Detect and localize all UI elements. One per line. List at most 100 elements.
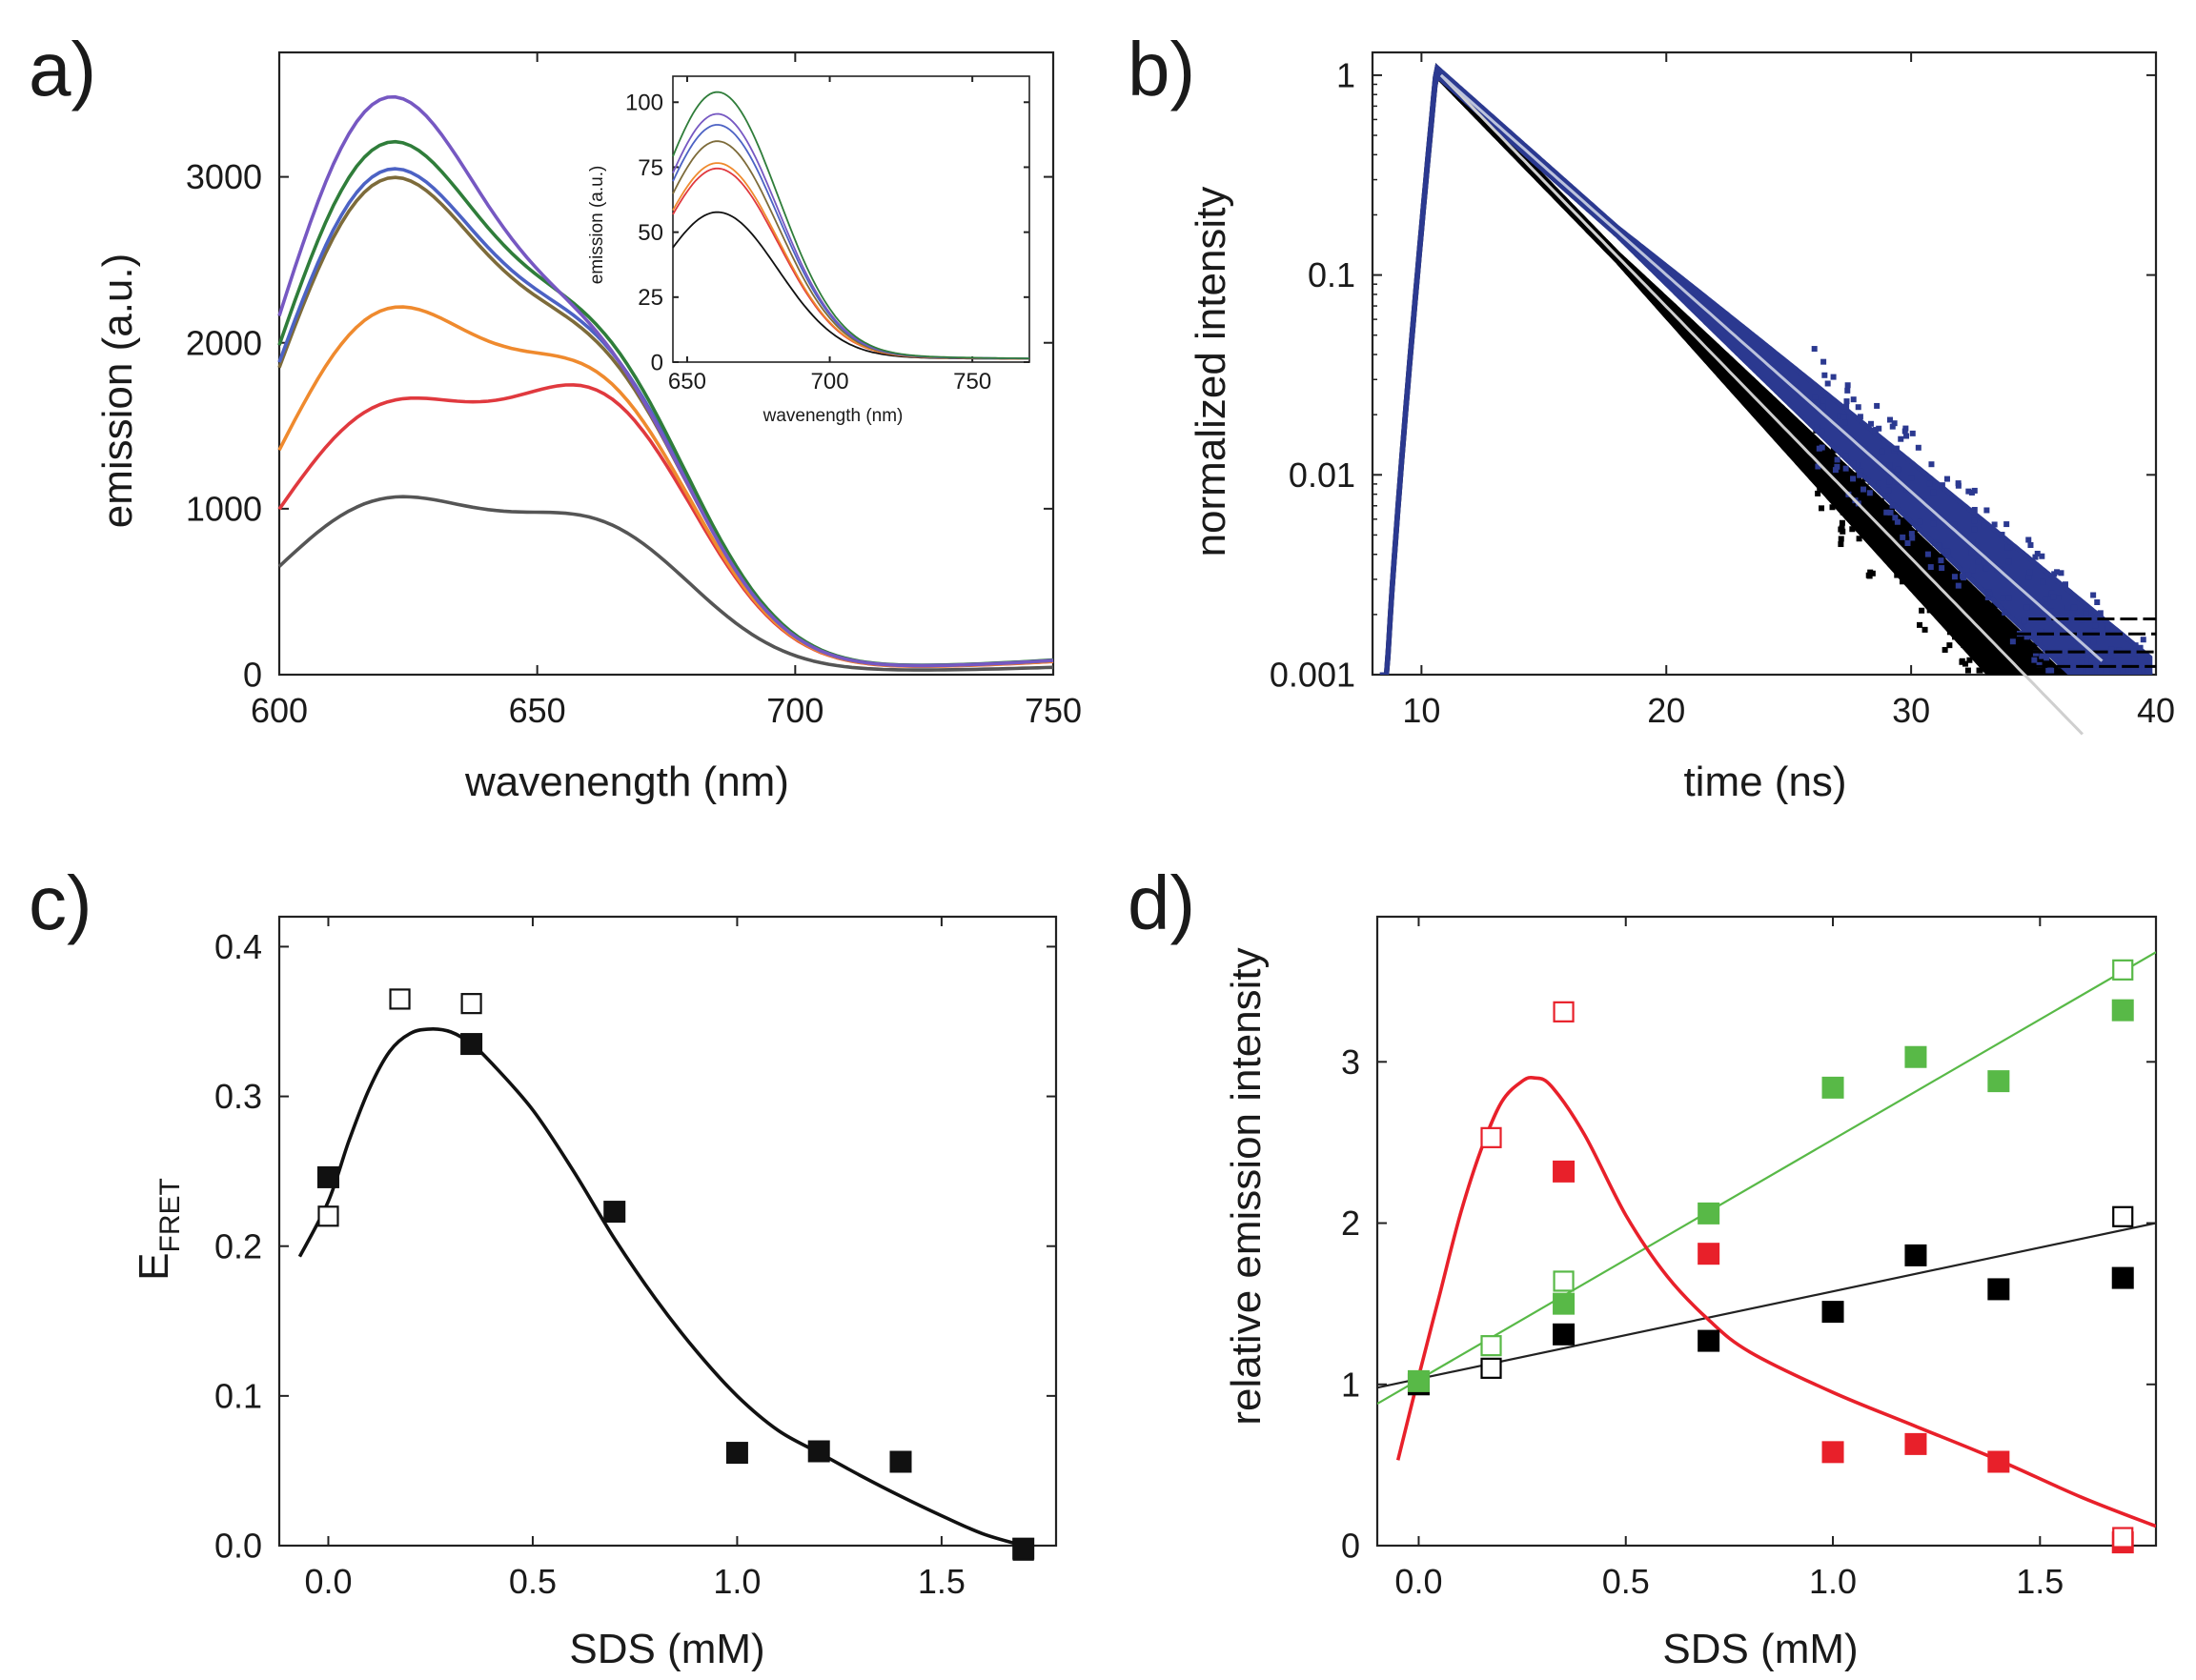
panel-d-point xyxy=(1480,1126,1502,1148)
panel-b-decay-point xyxy=(1967,646,1974,653)
panel-d-point xyxy=(1553,1323,1576,1346)
panel-b-decay-point xyxy=(2079,659,2085,666)
panel-b-decay-point xyxy=(1961,641,1967,648)
panel-c-ytick-label: 0.0 xyxy=(214,1527,262,1566)
panel-b-decay-point xyxy=(2092,622,2099,629)
panel-b-decay-point xyxy=(2089,667,2096,674)
panel-d-point xyxy=(1553,1160,1576,1183)
panel-d-point xyxy=(1904,1432,1927,1455)
panel-b-decay-point xyxy=(1867,420,1874,427)
panel-b-decay-point xyxy=(1991,521,1998,528)
panel-c-plot: 0.0 0.5 1.0 1.5 0.0 0.1 0.2 0.3 0.4 xyxy=(214,915,1058,1601)
panel-b-decay-point xyxy=(1932,539,1939,546)
panel-d-letter: d) xyxy=(1128,860,1195,945)
panel-b-decay-point xyxy=(2094,667,2101,674)
panel-b-fit-line xyxy=(1439,73,2084,736)
panel-b-decay-point xyxy=(1926,607,1933,614)
panel-b-decay-point xyxy=(1872,427,1879,434)
panel-b-decay-point xyxy=(1824,380,1831,387)
panel-b-decay-point xyxy=(1893,445,1900,452)
panel-c-frame xyxy=(277,915,1058,1548)
panel-b-decay-point xyxy=(1840,493,1847,499)
panel-b-decay-point xyxy=(2011,667,2018,674)
panel-b-decay-point xyxy=(2102,652,2108,658)
panel-d-point xyxy=(1904,1244,1927,1266)
panel-b-decay-point xyxy=(1968,549,1975,556)
panel-a-xtick-label: 600 xyxy=(251,691,308,730)
panel-b-decay-point xyxy=(2108,646,2115,653)
panel-b-decay-point xyxy=(1876,425,1882,432)
panel-b-decay-point xyxy=(1983,507,1990,514)
panel-a-inset-ytick-label: 50 xyxy=(638,220,663,246)
panel-b-decay-point xyxy=(1840,509,1846,516)
panel-b-decay-point xyxy=(1850,476,1857,482)
panel-b-decay-point xyxy=(1855,476,1861,482)
panel-b-decay-point xyxy=(1819,428,1825,435)
panel-b-decay-point xyxy=(1840,504,1847,511)
panel-d-point xyxy=(1553,1292,1576,1315)
panel-b-decay-point xyxy=(1894,572,1901,578)
panel-b-decay-point xyxy=(2054,569,2061,576)
panel-b-decay-point xyxy=(1851,503,1858,510)
panel-a-inset: 650 700 750 0 25 50 75 100 xyxy=(625,75,1030,395)
panel-b-decay-point xyxy=(1998,640,2004,647)
panel-b-decay-point xyxy=(1928,461,1935,468)
panel-a-inset-ytick-label: 100 xyxy=(625,91,663,116)
panel-b-decay-point xyxy=(1965,572,1972,578)
panel-c-xlabel: SDS (mM) xyxy=(569,1626,764,1672)
panel-b-decay-point xyxy=(1946,629,1953,636)
panel-b-decay-point xyxy=(1962,583,1969,590)
panel-d-xlabel: SDS (mM) xyxy=(1662,1626,1858,1672)
panel-b-decay-point xyxy=(2023,667,2029,674)
panel-b-decay-point xyxy=(2070,617,2077,623)
panel-b-decay-point xyxy=(1837,413,1843,419)
panel-b-decay-point xyxy=(1892,515,1899,521)
panel-c-filled-point xyxy=(889,1450,912,1473)
panel-b-decay-point xyxy=(1838,536,1844,542)
panel-b-decay-point xyxy=(1909,535,1916,541)
panel-b-xtick-label: 40 xyxy=(2137,691,2175,730)
panel-b-decay-point xyxy=(1971,517,1978,524)
panel-a-ytick-label: 0 xyxy=(243,656,262,695)
panel-b-decay-point xyxy=(1838,541,1844,548)
panel-b-decay-point xyxy=(1908,531,1915,537)
panel-b-decay-point xyxy=(2031,657,2038,663)
panel-b-decay-point xyxy=(2141,667,2147,674)
panel-d-ytick-label: 1 xyxy=(1341,1365,1360,1404)
panel-b-decay-point xyxy=(1894,518,1901,525)
panel-b-decay-point xyxy=(2140,637,2146,643)
panel-b-decay-point xyxy=(1969,567,1976,574)
panel-b-decay-point xyxy=(2088,658,2095,664)
panel-b-decay-point xyxy=(1976,617,1982,624)
panel-b-decay-point xyxy=(1830,374,1837,380)
panel-b-decay-point xyxy=(1926,584,1933,591)
panel-a-inset-xtick-label: 650 xyxy=(668,369,706,395)
panel-d-xtick-label: 0.0 xyxy=(1394,1562,1442,1601)
panel-b-decay-point xyxy=(1887,519,1894,526)
panel-b-decay-point xyxy=(1930,520,1937,527)
panel-b: b) 10 20 30 40 0.001 0.01 0.1 1 time (ns) norma… xyxy=(1128,27,2175,805)
panel-d-fit-line xyxy=(1377,1222,2156,1389)
panel-d-point xyxy=(1821,1301,1844,1324)
panel-b-decay-point xyxy=(1938,557,1944,564)
panel-b-ytick-label: 0.1 xyxy=(1308,255,1355,294)
panel-d-point xyxy=(2111,999,2134,1022)
panel-b-decay-point xyxy=(1832,467,1839,474)
panel-d-point xyxy=(1480,1357,1502,1379)
panel-b-decay-point xyxy=(2032,667,2039,674)
panel-a-inset-ytick-label: 75 xyxy=(638,155,663,181)
panel-d-ytick-label: 2 xyxy=(1341,1204,1360,1243)
panel-b-decay-point xyxy=(1917,621,1923,628)
panel-b-decay-point xyxy=(2000,595,2006,601)
panel-b-decay-point xyxy=(1821,480,1828,487)
panel-d-xtick-label: 0.5 xyxy=(1602,1562,1650,1601)
panel-b-decay-point xyxy=(1885,487,1892,494)
panel-b-decay-point xyxy=(2023,634,2030,640)
panel-b-decay-point xyxy=(1889,423,1896,430)
panel-b-letter: b) xyxy=(1128,27,1195,111)
panel-a-inset-xtick-label: 700 xyxy=(811,369,849,395)
panel-b-decay-point xyxy=(2039,599,2045,606)
panel-b-decay-point xyxy=(2090,638,2097,645)
panel-b-frame xyxy=(1371,51,2158,677)
